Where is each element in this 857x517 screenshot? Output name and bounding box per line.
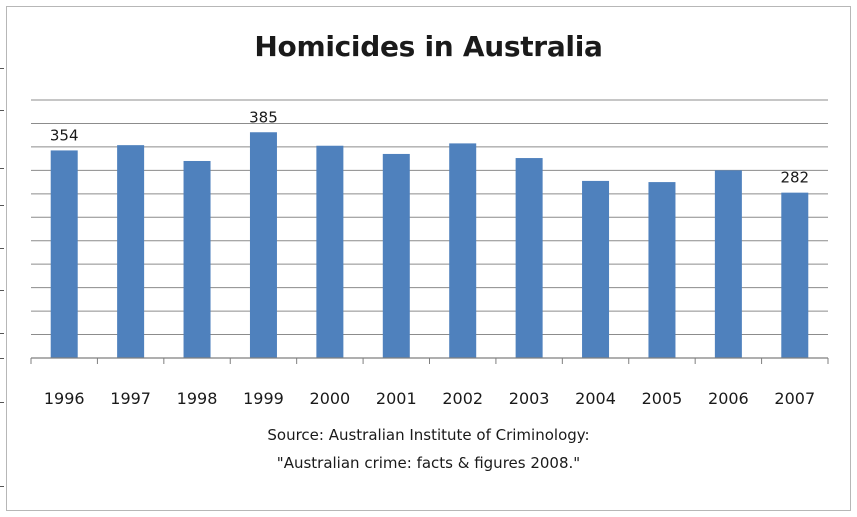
x-tick-label: 2005	[642, 389, 683, 408]
bar-2005	[648, 182, 676, 358]
x-tick-label: 1999	[243, 389, 284, 408]
x-tick-label: 1996	[44, 389, 85, 408]
x-tick-label: 2006	[708, 389, 749, 408]
bar-2007	[781, 192, 809, 358]
source-line-1: Source: Australian Institute of Criminol…	[267, 426, 590, 444]
x-tick-label: 2001	[376, 389, 417, 408]
x-tick-label: 2004	[575, 389, 616, 408]
bar-2000	[316, 145, 344, 358]
bar-2002	[449, 143, 477, 358]
data-label: 385	[249, 108, 278, 126]
chart-title: Homicides in Australia	[254, 30, 603, 63]
bar-2006	[714, 170, 742, 358]
bar-1996	[50, 150, 78, 358]
chart-frame	[6, 6, 851, 511]
bar-1997	[117, 145, 145, 358]
x-tick-label: 2003	[509, 389, 550, 408]
bar-1998	[183, 160, 211, 358]
x-tick-label: 1997	[110, 389, 151, 408]
source-line-2: "Australian crime: facts & figures 2008.…	[276, 454, 581, 472]
bar-1999	[249, 132, 277, 358]
x-tick-label: 2002	[442, 389, 483, 408]
left-edge-ticks	[0, 0, 6, 517]
x-tick-label: 2007	[774, 389, 815, 408]
bar-2004	[582, 180, 610, 358]
bar-2001	[382, 153, 410, 358]
data-label: 282	[780, 169, 809, 187]
x-tick-label: 2000	[310, 389, 351, 408]
data-label: 354	[50, 126, 79, 144]
bar-2003	[515, 158, 543, 358]
x-tick-label: 1998	[177, 389, 218, 408]
